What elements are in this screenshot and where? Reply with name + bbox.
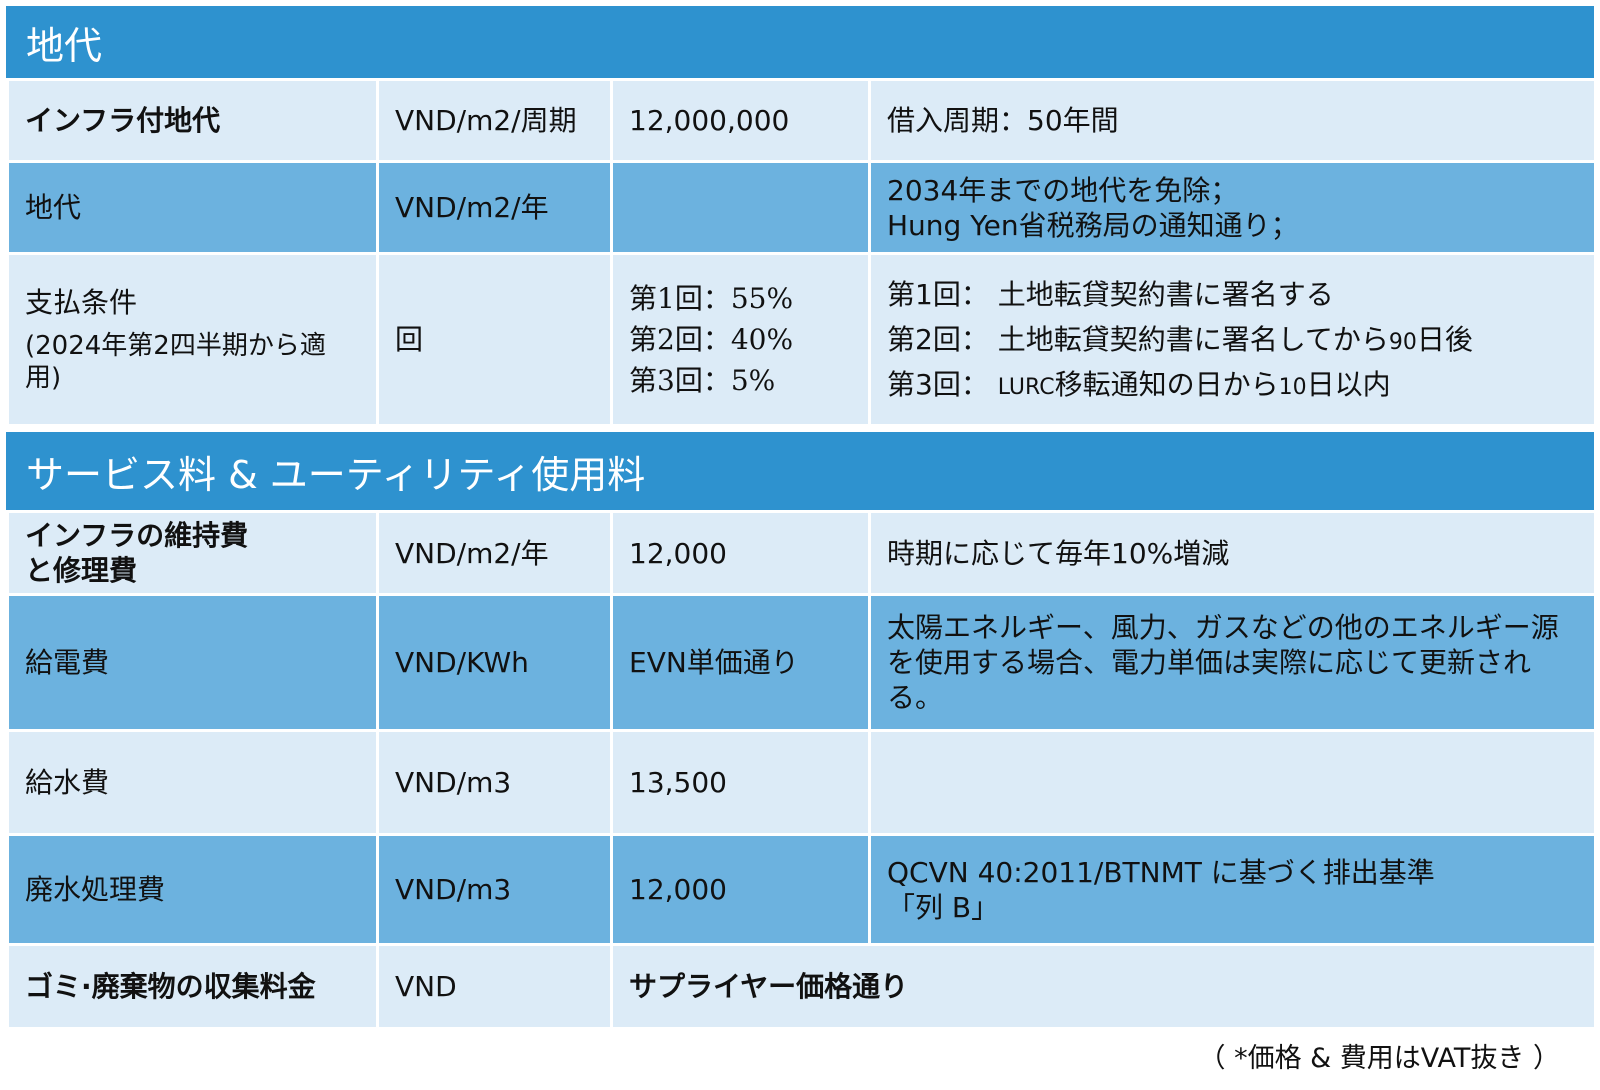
table-row: インフラの維持費 と修理費 VND/m2/年 12,000 時期に応じて毎年10…	[6, 510, 1597, 596]
section-header-service: サービス料 & ユーティリティ使用料	[6, 432, 1594, 510]
stage-lurc: LURC	[997, 375, 1055, 400]
item-unit: VND/m2/年	[376, 160, 613, 255]
pricing-sheet: 地代 インフラ付地代 VND/m2/周期 12,000,000 借入周期：50年…	[6, 6, 1597, 1030]
item-note: 時期に応じて毎年10%増減	[868, 510, 1597, 596]
item-value: サプライヤー価格通り	[610, 943, 1597, 1030]
section-title: 地代	[26, 23, 103, 68]
payment-stage-2: 第2回：40%	[629, 323, 794, 356]
item-name: インフラの維持費 と修理費	[6, 510, 379, 596]
item-value: 第1回：55% 第2回：40% 第3回：5%	[610, 252, 871, 427]
item-unit: VND/KWh	[376, 593, 613, 732]
vat-footnote: （ *価格 & 費用はVAT抜き ）	[1198, 1043, 1561, 1074]
stage-label: 第1回：	[887, 278, 989, 311]
item-name-sub: (2024年第2四半期から適用)	[25, 330, 326, 394]
note-line: 「列 B」	[887, 890, 1000, 924]
item-value	[610, 160, 871, 255]
item-value: 12,000,000	[610, 78, 871, 163]
stage-tail: 日以内	[1306, 368, 1391, 401]
item-name: 支払条件 (2024年第2四半期から適用)	[6, 252, 379, 427]
table-row: 廃水処理費 VND/m3 12,000 QCVN 40:2011/BTNMT に…	[6, 833, 1597, 946]
item-note: 太陽エネルギー、風力、ガスなどの他のエネルギー源を使用する場合、電力単価は実際に…	[868, 593, 1597, 732]
item-unit: VND/m3	[376, 729, 613, 836]
table-row: 給電費 VND/KWh EVN単価通り 太陽エネルギー、風力、ガスなどの他のエネ…	[6, 593, 1597, 732]
note-line: QCVN 40:2011/BTNMT に基づく排出基準	[887, 855, 1435, 889]
item-name: 地代	[6, 160, 379, 255]
stage-label: 第2回：	[887, 323, 989, 356]
item-value: 12,000	[610, 510, 871, 596]
item-unit: VND/m2/年	[376, 510, 613, 596]
item-name-main: 支払条件	[25, 285, 138, 319]
item-name: 給電費	[6, 593, 379, 732]
table-row: 地代 VND/m2/年 2034年までの地代を免除； Hung Yen省税務局の…	[6, 160, 1597, 255]
land-table: インフラ付地代 VND/m2/周期 12,000,000 借入周期：50年間 地…	[6, 78, 1597, 427]
item-note: 2034年までの地代を免除； Hung Yen省税務局の通知通り；	[868, 160, 1597, 255]
item-name-line: と修理費	[25, 554, 138, 587]
stage-text: 土地転貸契約書に署名してから	[997, 323, 1389, 356]
item-name: インフラ付地代	[6, 78, 379, 163]
stage-text: 土地転貸契約書に署名する	[997, 278, 1334, 311]
item-value: 12,000	[610, 833, 871, 946]
service-table: インフラの維持費 と修理費 VND/m2/年 12,000 時期に応じて毎年10…	[6, 510, 1597, 1030]
item-note: 借入周期：50年間	[868, 78, 1597, 163]
item-note	[868, 729, 1597, 836]
table-row: ゴミ·廃棄物の収集料金 VND サプライヤー価格通り	[6, 943, 1597, 1030]
item-value: EVN単価通り	[610, 593, 871, 732]
section-header-land: 地代	[6, 6, 1594, 78]
item-value: 13,500	[610, 729, 871, 836]
payment-note-2: 第2回： 土地転貸契約書に署名してから90日後	[887, 322, 1578, 357]
payment-note-3: 第3回： LURC移転通知の日から10日以内	[887, 367, 1578, 402]
stage-number: 10	[1278, 375, 1307, 400]
table-row: 給水費 VND/m3 13,500	[6, 729, 1597, 836]
section-title: サービス料 & ユーティリティ使用料	[26, 452, 646, 497]
item-unit: VND/m3	[376, 833, 613, 946]
table-row: インフラ付地代 VND/m2/周期 12,000,000 借入周期：50年間	[6, 78, 1597, 163]
stage-tail: 日後	[1416, 323, 1473, 356]
item-unit: VND/m2/周期	[376, 78, 613, 163]
item-note: 第1回： 土地転貸契約書に署名する 第2回： 土地転貸契約書に署名してから90日…	[868, 252, 1597, 427]
item-name: ゴミ·廃棄物の収集料金	[6, 943, 379, 1030]
payment-stage-1: 第1回：55%	[629, 282, 794, 315]
note-line: Hung Yen省税務局の通知通り；	[887, 208, 1299, 242]
note-line: 2034年までの地代を免除；	[887, 173, 1239, 207]
item-unit: VND	[376, 943, 613, 1030]
payment-note-1: 第1回： 土地転貸契約書に署名する	[887, 277, 1578, 312]
item-unit: 回	[376, 252, 613, 427]
item-note: QCVN 40:2011/BTNMT に基づく排出基準 「列 B」	[868, 833, 1597, 946]
stage-text: 移転通知の日から	[1054, 368, 1279, 401]
item-name-line: インフラの維持費	[25, 519, 249, 552]
item-name: 廃水処理費	[6, 833, 379, 946]
stage-label: 第3回：	[887, 368, 989, 401]
stage-number: 90	[1388, 330, 1417, 355]
item-name: 給水費	[6, 729, 379, 836]
table-row: 支払条件 (2024年第2四半期から適用) 回 第1回：55% 第2回：40% …	[6, 252, 1597, 427]
payment-stage-3: 第3回：5%	[629, 364, 776, 397]
